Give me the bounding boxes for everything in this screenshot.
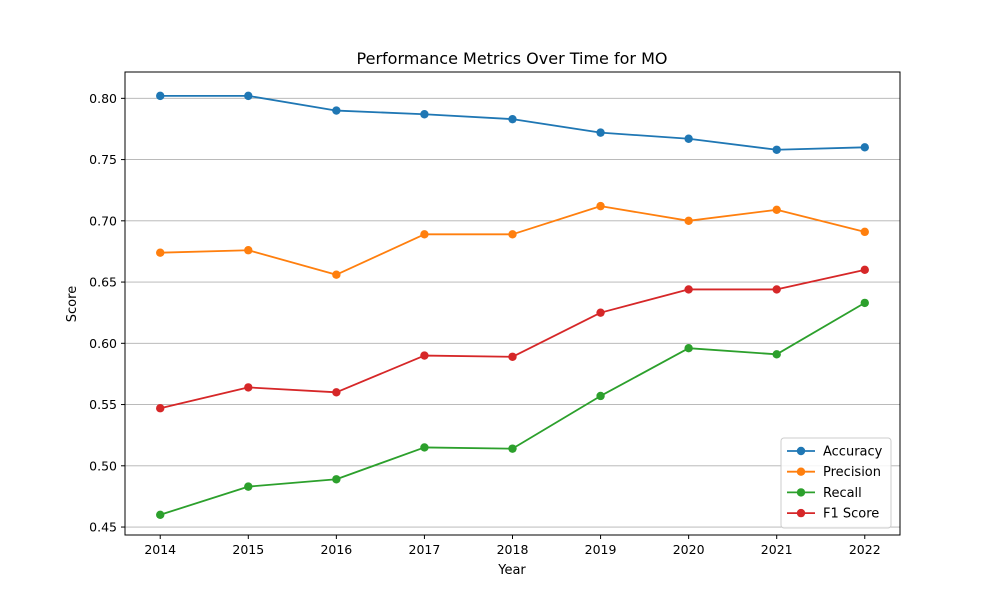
data-point xyxy=(772,350,781,359)
series-f1-score xyxy=(156,265,869,413)
data-point xyxy=(244,246,253,255)
data-point xyxy=(772,285,781,294)
y-tick-label: 0.50 xyxy=(89,458,117,473)
series-line xyxy=(160,268,865,410)
data-point xyxy=(684,344,693,353)
chart-title: Performance Metrics Over Time for MO xyxy=(357,49,668,68)
data-point xyxy=(684,216,693,226)
data-point xyxy=(772,145,781,154)
legend-entry: Precision xyxy=(787,465,881,480)
y-tick-label: 0.55 xyxy=(89,397,117,412)
x-tick-label: 2022 xyxy=(849,542,881,557)
data-point xyxy=(420,110,429,119)
data-point xyxy=(508,114,517,124)
data-point xyxy=(596,308,605,317)
series-recall xyxy=(156,298,869,519)
x-tick-label: 2019 xyxy=(585,542,617,557)
y-tick-label: 0.65 xyxy=(89,275,117,290)
data-point xyxy=(596,128,605,137)
data-point xyxy=(860,265,869,275)
data-point xyxy=(332,270,341,279)
legend-label: F1 Score xyxy=(823,507,879,522)
data-point xyxy=(420,443,429,452)
legend-marker xyxy=(796,508,806,518)
series-line xyxy=(160,205,865,276)
data-point xyxy=(244,91,253,101)
data-point xyxy=(596,201,605,211)
data-point xyxy=(508,230,517,239)
legend-marker xyxy=(796,467,806,476)
data-point xyxy=(332,106,341,115)
data-point xyxy=(244,383,253,392)
x-tick-label: 2020 xyxy=(673,542,705,557)
legend-marker xyxy=(796,446,806,456)
data-point xyxy=(332,388,341,397)
y-tick-label: 0.45 xyxy=(89,520,117,535)
ticks-layer: 0.45 0.50 0.55 0.60 0.65 0.70 0.75 0.80 2014 2015… xyxy=(89,91,881,557)
series-accuracy xyxy=(156,91,869,154)
legend-marker xyxy=(796,488,806,497)
legend-entry: Recall xyxy=(787,486,862,501)
legend-label: Accuracy xyxy=(823,445,883,460)
data-point xyxy=(508,352,517,361)
y-tick-label: 0.80 xyxy=(89,91,117,106)
grid-layer xyxy=(125,97,900,528)
x-tick-label: 2018 xyxy=(497,542,529,557)
y-tick-label: 0.70 xyxy=(89,213,117,228)
legend-label: Recall xyxy=(823,486,862,501)
data-point xyxy=(772,205,781,214)
data-point xyxy=(860,227,869,237)
data-point xyxy=(420,351,429,360)
data-point xyxy=(156,91,165,101)
data-point xyxy=(596,391,605,401)
data-point xyxy=(860,143,869,152)
data-point xyxy=(332,475,341,484)
x-tick-label: 2016 xyxy=(320,542,352,557)
series-precision xyxy=(156,201,869,279)
legend-frame xyxy=(780,437,892,529)
legend: Accuracy Precision Recall F1 Score xyxy=(780,437,892,529)
x-tick-label: 2017 xyxy=(409,542,441,557)
data-point xyxy=(420,230,429,239)
x-axis-label: Year xyxy=(497,563,526,578)
legend-entry: F1 Score xyxy=(787,507,879,522)
data-point xyxy=(156,404,165,413)
x-tick-label: 2015 xyxy=(232,542,264,557)
data-point xyxy=(244,482,253,491)
data-point xyxy=(860,298,869,308)
series-layer xyxy=(156,91,869,519)
data-point xyxy=(684,285,693,294)
data-point xyxy=(508,444,517,453)
data-point xyxy=(684,134,693,143)
data-point xyxy=(156,248,165,257)
legend-items: Accuracy Precision Recall F1 Score xyxy=(787,445,883,522)
x-tick-label: 2021 xyxy=(761,542,793,557)
x-tick-label: 2014 xyxy=(144,542,176,557)
legend-entry: Accuracy xyxy=(787,445,883,460)
series-line xyxy=(159,302,866,516)
y-axis-label: Score xyxy=(65,286,80,322)
y-tick-label: 0.60 xyxy=(89,336,117,351)
y-tick-label: 0.75 xyxy=(89,152,117,167)
legend-label: Precision xyxy=(823,465,881,480)
data-point xyxy=(156,510,165,519)
